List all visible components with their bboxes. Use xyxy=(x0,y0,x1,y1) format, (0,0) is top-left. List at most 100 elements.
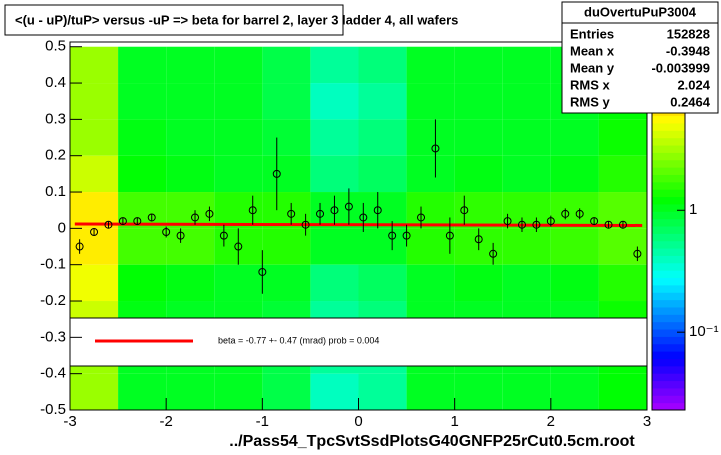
heat-cell xyxy=(70,264,119,302)
heat-cell xyxy=(214,264,263,302)
heat-cell xyxy=(262,264,311,302)
x-tick-label: 2 xyxy=(547,413,555,430)
palette-step xyxy=(652,351,685,359)
heat-cell xyxy=(70,155,119,193)
heat-cell xyxy=(214,373,263,410)
profile-point xyxy=(604,220,613,229)
heat-cell xyxy=(310,119,359,156)
profile-point xyxy=(388,231,397,240)
heat-cell xyxy=(214,192,263,229)
heat-cell xyxy=(166,192,215,229)
heat-cell xyxy=(358,155,407,193)
heat-cell xyxy=(358,264,407,302)
palette-step xyxy=(652,262,685,271)
profile-point xyxy=(248,206,257,215)
heat-cell xyxy=(166,83,215,120)
heat-cell xyxy=(166,373,215,410)
palette-step xyxy=(652,130,685,139)
profile-point xyxy=(633,249,642,258)
heat-cell xyxy=(214,155,263,193)
stats-value: -0.3948 xyxy=(666,43,710,58)
heat-cell xyxy=(118,264,167,302)
heat-cell xyxy=(70,192,119,229)
title-box xyxy=(4,4,344,36)
stats-label: Mean x xyxy=(570,43,615,58)
palette-step xyxy=(652,292,685,301)
palette-step xyxy=(652,152,685,161)
palette-step xyxy=(652,211,685,220)
heat-cell xyxy=(166,264,215,302)
profile-point xyxy=(287,209,296,218)
palette-step xyxy=(652,395,685,404)
palette-step xyxy=(652,321,685,330)
profile-point xyxy=(359,213,368,222)
palette-step xyxy=(652,233,685,242)
heat-cell xyxy=(118,83,167,120)
x-tick-label: -1 xyxy=(256,413,269,430)
stats-title: duOvertuPuP3004 xyxy=(584,4,697,19)
profile-point xyxy=(344,202,353,211)
y-tick-label: -0.4 xyxy=(40,365,66,382)
palette-step xyxy=(652,329,685,337)
profile-point xyxy=(590,217,599,226)
profile-point xyxy=(618,220,627,229)
heat-cell xyxy=(118,119,167,156)
palette-step xyxy=(652,277,685,286)
profile-point xyxy=(546,217,555,226)
y-tick-label: 0.4 xyxy=(45,74,66,91)
palette-step xyxy=(652,137,685,146)
palette-step xyxy=(652,226,685,234)
palette-step xyxy=(652,203,685,212)
profile-point xyxy=(561,209,570,218)
profile-point xyxy=(75,242,84,251)
profile-point xyxy=(258,267,267,276)
y-tick-label: 0.3 xyxy=(45,110,66,127)
heat-cell xyxy=(310,46,359,84)
heat-cell xyxy=(550,155,599,193)
heat-cell xyxy=(262,155,311,193)
palette-step xyxy=(652,145,685,153)
profile-point xyxy=(532,220,541,229)
heat-cell xyxy=(454,192,503,229)
palette-step xyxy=(652,284,685,293)
y-tick-label: 0.2 xyxy=(45,147,66,164)
heat-cell xyxy=(502,155,551,193)
heat-cell xyxy=(406,373,455,410)
heat-cell xyxy=(598,119,647,156)
heat-cell xyxy=(406,264,455,302)
heat-cell xyxy=(262,46,311,84)
profile-point xyxy=(517,220,526,229)
profile-point xyxy=(191,213,200,222)
stats-label: RMS y xyxy=(570,94,611,109)
heat-cell xyxy=(166,228,215,265)
heat-cell xyxy=(214,46,263,84)
profile-point xyxy=(147,213,156,222)
heat-cell xyxy=(550,264,599,302)
profile-point xyxy=(330,206,339,215)
palette-step xyxy=(652,218,685,227)
heat-cell xyxy=(502,373,551,410)
x-tick-label: 0 xyxy=(354,413,362,430)
heat-cell xyxy=(358,192,407,229)
profile-point xyxy=(176,231,185,240)
palette-step xyxy=(652,380,685,389)
heat-cell xyxy=(406,119,455,156)
chart-title: <(u - uP)/tuP> versus -uP => beta for ba… xyxy=(15,12,458,27)
fit-line xyxy=(74,222,643,227)
palette-step xyxy=(652,402,685,411)
heat-cell xyxy=(262,373,311,410)
palette-step xyxy=(652,314,685,323)
profile-point xyxy=(445,231,454,240)
palette-step xyxy=(652,122,685,131)
heat-cell xyxy=(358,373,407,410)
heat-cell xyxy=(118,46,167,84)
profile-point xyxy=(575,209,584,218)
heat-cell xyxy=(358,46,407,84)
profile-point xyxy=(118,217,127,226)
heat-cell xyxy=(550,373,599,410)
stats-value: 152828 xyxy=(667,26,710,41)
heat-cell xyxy=(358,83,407,120)
y-tick-label: 0.5 xyxy=(45,38,66,55)
heat-cell xyxy=(214,119,263,156)
stats-label: Mean y xyxy=(570,60,615,75)
